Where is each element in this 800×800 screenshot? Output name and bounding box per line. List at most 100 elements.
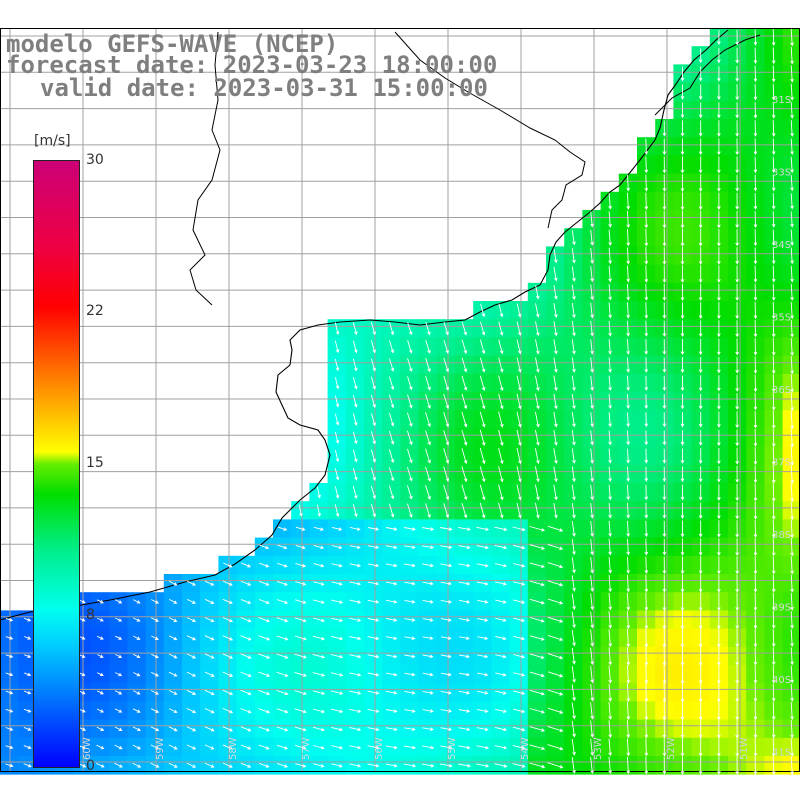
wind-arrow xyxy=(461,357,468,373)
colorbar-tick: 30 xyxy=(86,152,104,168)
wind-arrow xyxy=(698,120,703,137)
wind-arrow xyxy=(168,689,178,695)
lon-label: 51W xyxy=(739,737,750,760)
wind-arrow xyxy=(680,138,685,156)
wind-arrow xyxy=(312,745,325,750)
wind-arrow xyxy=(367,599,380,604)
wind-arrow xyxy=(334,468,340,481)
wind-arrow xyxy=(735,429,739,447)
wind-arrow xyxy=(477,654,489,659)
wind-arrow xyxy=(295,544,306,550)
wind-arrow xyxy=(662,338,667,355)
wind-arrow xyxy=(717,375,721,392)
wind-arrow xyxy=(479,393,486,410)
wind-arrow xyxy=(753,665,758,684)
wind-arrow xyxy=(458,690,471,695)
wind-arrow xyxy=(258,744,270,750)
wind-arrow xyxy=(735,47,739,64)
wind-arrow xyxy=(425,394,431,409)
wind-arrow xyxy=(349,617,362,622)
wind-arrow xyxy=(458,599,471,604)
wind-arrow xyxy=(608,430,612,446)
wind-arrow xyxy=(458,545,471,550)
wind-arrow xyxy=(479,466,486,483)
wind-arrow xyxy=(461,429,468,446)
wind-arrow xyxy=(222,744,233,750)
wind-arrow xyxy=(626,375,631,391)
wind-arrow xyxy=(608,538,612,556)
wind-arrow xyxy=(790,629,794,648)
wind-arrow xyxy=(608,701,613,720)
wind-arrow xyxy=(349,599,362,604)
wind-arrow xyxy=(168,744,178,750)
wind-arrow xyxy=(680,102,685,119)
wind-arrow xyxy=(367,727,380,732)
wind-arrow xyxy=(534,411,540,428)
wind-arrow xyxy=(352,376,358,390)
wind-arrow xyxy=(771,101,776,119)
wind-arrow xyxy=(240,635,252,641)
wind-arrow xyxy=(516,484,522,501)
wind-arrow xyxy=(97,654,104,658)
wind-arrow xyxy=(717,429,721,447)
wind-arrow xyxy=(513,654,526,659)
wind-arrow xyxy=(735,701,739,721)
wind-arrow xyxy=(790,374,794,393)
wind-arrow xyxy=(516,339,522,355)
wind-arrow xyxy=(644,701,649,721)
wind-arrow xyxy=(78,635,86,640)
wind-arrow xyxy=(680,592,685,612)
wind-arrow xyxy=(547,580,564,587)
wind-arrow xyxy=(590,284,594,301)
wind-arrow xyxy=(404,654,416,659)
lon-label: 53W xyxy=(593,737,604,760)
wind-arrow xyxy=(352,431,358,445)
wind-arrow xyxy=(240,671,252,677)
wind-arrow xyxy=(571,647,576,665)
wind-arrow xyxy=(626,448,631,464)
wind-arrow xyxy=(114,762,123,768)
wind-arrow xyxy=(717,84,721,101)
wind-arrow xyxy=(222,707,234,714)
wind-arrow xyxy=(735,520,739,538)
wind-arrow xyxy=(186,708,197,714)
wind-arrow xyxy=(753,737,758,757)
wind-arrow xyxy=(385,727,398,732)
wind-arrow xyxy=(461,502,468,519)
wind-arrow xyxy=(753,156,758,174)
wind-arrow xyxy=(330,654,344,659)
wind-arrow xyxy=(529,744,546,751)
wind-arrow xyxy=(753,483,758,502)
wind-arrow xyxy=(276,635,289,641)
wind-arrow xyxy=(150,726,160,732)
wind-arrow xyxy=(204,744,215,750)
wind-arrow xyxy=(680,265,685,283)
wind-arrow xyxy=(771,283,776,301)
wind-arrow xyxy=(388,394,395,409)
wind-arrow xyxy=(386,581,398,586)
wind-arrow xyxy=(698,556,703,575)
wind-arrow xyxy=(535,339,540,355)
wind-arrow xyxy=(717,356,721,374)
wind-arrow xyxy=(680,756,685,775)
wind-arrow xyxy=(547,562,564,569)
wind-arrow xyxy=(680,283,685,302)
wind-arrow xyxy=(771,301,776,320)
wind-arrow xyxy=(771,65,776,83)
wind-arrow xyxy=(571,412,576,428)
wind-arrow xyxy=(553,321,558,337)
lon-label: 58W xyxy=(228,737,239,760)
wind-arrow xyxy=(662,138,667,156)
wind-arrow xyxy=(590,702,594,720)
wind-arrow xyxy=(571,520,576,537)
wind-arrow xyxy=(367,581,380,586)
wind-arrow xyxy=(479,502,486,519)
wind-arrow xyxy=(477,618,489,622)
wind-arrow xyxy=(186,617,197,623)
wind-arrow xyxy=(367,672,380,677)
wind-arrow xyxy=(352,449,358,463)
wind-arrow xyxy=(476,708,489,713)
wind-arrow xyxy=(498,357,504,373)
wind-arrow xyxy=(204,653,215,659)
wind-arrow xyxy=(186,689,197,695)
